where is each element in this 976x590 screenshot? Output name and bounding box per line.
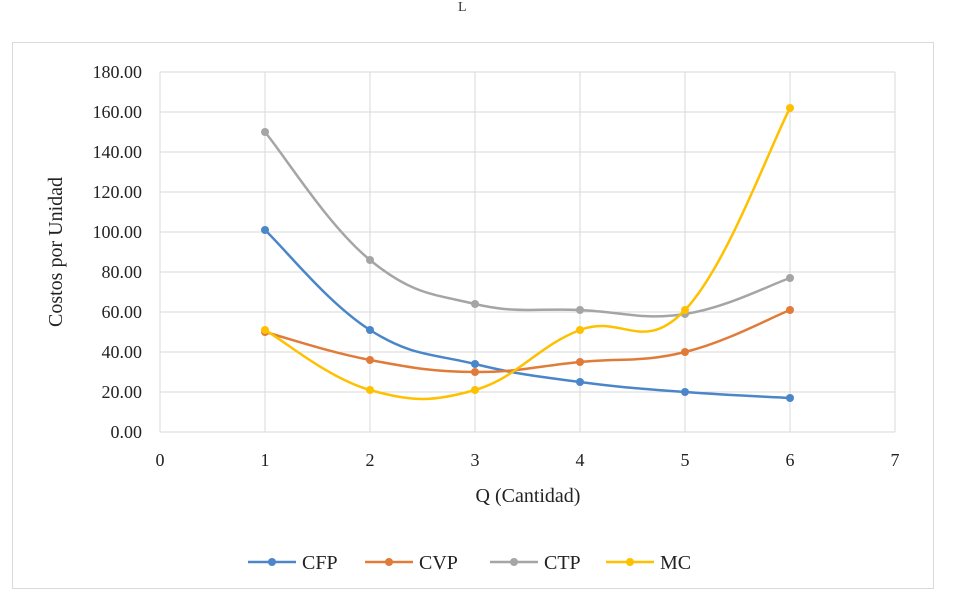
y-tick-label: 180.00	[93, 62, 143, 82]
data-point-mc	[261, 326, 269, 334]
legend: CFP CVP CTP MC	[248, 552, 691, 574]
y-axis-label: Costos por Unidad	[45, 177, 67, 327]
x-tick-label: 1	[261, 450, 270, 470]
y-tick-label: 140.00	[93, 142, 143, 162]
series-line-cvp	[264, 308, 791, 374]
data-point-ctp	[261, 128, 269, 136]
legend-marker-mc	[626, 558, 634, 566]
x-tick-label: 0	[156, 450, 165, 470]
x-tick-labels: 0 1 2 3 4 5 6 7	[156, 450, 900, 470]
data-point-cvp	[366, 356, 374, 364]
series-line-mc	[264, 107, 792, 401]
x-tick-label: 7	[891, 450, 900, 470]
data-point-cfp	[576, 378, 584, 386]
y-tick-labels: 0.00 20.00 40.00 60.00 80.00 100.00 120.00 140.…	[93, 62, 143, 442]
data-point-mc	[576, 326, 584, 334]
series-line-ctp	[264, 131, 791, 318]
x-tick-label: 3	[471, 450, 480, 470]
x-tick-label: 5	[681, 450, 690, 470]
y-tick-label: 100.00	[93, 222, 143, 242]
data-point-ctp	[366, 256, 374, 264]
data-point-cfp	[261, 226, 269, 234]
legend-marker-cvp	[385, 558, 393, 566]
data-point-ctp	[786, 274, 794, 282]
legend-marker-cfp	[268, 558, 276, 566]
y-tick-label: 160.00	[93, 102, 143, 122]
data-point-cvp	[471, 368, 479, 376]
data-point-cvp	[786, 306, 794, 314]
y-tick-label: 80.00	[102, 262, 143, 282]
grid	[159, 71, 896, 433]
legend-label-cfp: CFP	[302, 552, 338, 574]
x-tick-label: 4	[576, 450, 585, 470]
data-point-cvp	[576, 358, 584, 366]
y-tick-label: 20.00	[102, 382, 143, 402]
data-point-mc	[681, 306, 689, 314]
data-point-cfp	[366, 326, 374, 334]
data-point-cfp	[471, 360, 479, 368]
data-point-mc	[366, 386, 374, 394]
series-lines	[261, 104, 794, 402]
data-point-mc	[786, 104, 794, 112]
y-tick-label: 120.00	[93, 182, 143, 202]
data-point-cfp	[786, 394, 794, 402]
data-point-ctp	[471, 300, 479, 308]
legend-marker-ctp	[510, 558, 518, 566]
x-tick-label: 6	[786, 450, 795, 470]
legend-label-mc: MC	[660, 552, 691, 574]
x-axis-label: Q (Cantidad)	[476, 485, 581, 507]
y-tick-label: 40.00	[102, 342, 143, 362]
data-point-cvp	[681, 348, 689, 356]
data-point-mc	[471, 386, 479, 394]
legend-label-ctp: CTP	[544, 552, 581, 574]
legend-label-cvp: CVP	[419, 552, 458, 574]
data-point-ctp	[576, 306, 584, 314]
y-tick-label: 60.00	[102, 302, 143, 322]
series-line-cfp	[264, 229, 791, 400]
header-glyph: L	[458, 0, 467, 15]
x-tick-label: 2	[366, 450, 375, 470]
y-tick-label: 0.00	[111, 422, 143, 442]
data-point-cfp	[681, 388, 689, 396]
